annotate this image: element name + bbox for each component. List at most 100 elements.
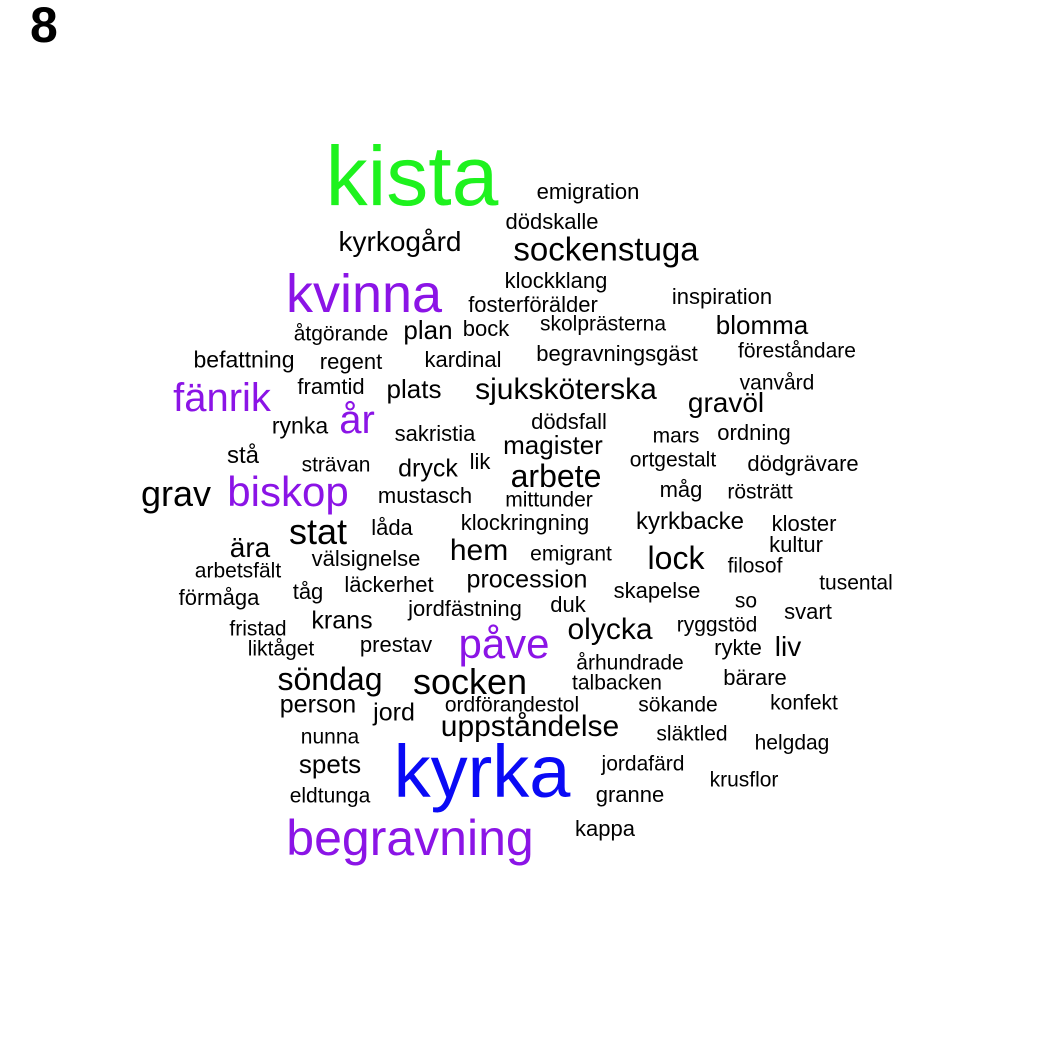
word-arbete: arbete	[510, 458, 602, 494]
word-rykte: rykte	[714, 635, 762, 660]
word-vanvard: vanvård	[739, 371, 815, 395]
word-plan: plan	[403, 315, 453, 345]
word-procession: procession	[466, 565, 588, 594]
word-mittunder: mittunder	[505, 488, 593, 512]
word-sta: stå	[226, 442, 260, 469]
word-liktaget: liktåget	[247, 637, 315, 661]
word-sokande: sökande	[638, 693, 718, 717]
word-ortgestalt: ortgestalt	[629, 448, 717, 472]
word-emigration: emigration	[536, 179, 640, 204]
word-lik: lik	[469, 449, 491, 474]
word-lock: lock	[647, 540, 705, 576]
word-helgdag: helgdag	[754, 731, 830, 755]
word-dryck: dryck	[398, 454, 458, 483]
word-jord: jord	[373, 698, 415, 727]
word-so: so	[734, 589, 758, 613]
word-jordafard: jordafärd	[601, 752, 685, 776]
word-kista: kista	[325, 129, 499, 223]
word-rynka: rynka	[271, 412, 329, 439]
word-spets: spets	[298, 749, 362, 779]
word-kyrka: kyrka	[393, 730, 571, 813]
word-olycka: olycka	[567, 613, 653, 646]
word-svart: svart	[784, 599, 832, 624]
word-kultur: kultur	[769, 532, 823, 557]
word-talbacken: talbacken	[572, 671, 662, 695]
word-fristad: fristad	[229, 617, 287, 641]
word-kyrkogard: kyrkogård	[338, 226, 462, 257]
word-biskop: biskop	[227, 468, 349, 515]
word-befattning: befattning	[193, 346, 295, 373]
word-barare: bärare	[723, 665, 787, 690]
word-fanrik: fänrik	[173, 376, 271, 420]
word-tag: tåg	[292, 579, 324, 604]
word-skolprasterna: skolprästerna	[539, 312, 667, 336]
word-mag: måg	[659, 477, 703, 502]
word-magister: magister	[503, 430, 603, 460]
word-rostratt: rösträtt	[727, 480, 793, 504]
word-hem: hem	[449, 534, 509, 567]
word-bock: bock	[462, 316, 510, 341]
word-ryggstod: ryggstöd	[676, 613, 758, 637]
word-mustasch: mustasch	[377, 483, 473, 508]
word-uppstandelse: uppståndelse	[440, 710, 620, 743]
word-liv: liv	[774, 631, 802, 662]
word-duk: duk	[550, 592, 586, 617]
word-nunna: nunna	[300, 725, 360, 749]
word-klockklang: klockklang	[504, 268, 608, 293]
word-regent: regent	[319, 349, 383, 374]
word-filosof: filosof	[727, 554, 783, 578]
word-krusflor: krusflor	[709, 768, 779, 792]
word-arhundrade: århundrade	[576, 651, 684, 675]
word-valsignelse: välsignelse	[311, 546, 421, 571]
word-socken: socken	[412, 661, 528, 702]
word-ar: år	[339, 398, 375, 442]
word-pave: påve	[458, 620, 550, 667]
word-arbetsfalt: arbetsfält	[194, 559, 282, 583]
word-kloster: kloster	[771, 511, 837, 536]
word-stat: stat	[288, 511, 348, 552]
word-person: person	[279, 690, 357, 719]
word-stravan: strävan	[301, 453, 371, 477]
word-framtid: framtid	[297, 374, 365, 399]
word-kyrkbacke: kyrkbacke	[635, 508, 745, 535]
word-formaga: förmåga	[178, 585, 260, 610]
word-gravol: gravöl	[687, 387, 765, 418]
word-kvinna: kvinna	[285, 264, 443, 324]
word-klockringning: klockringning	[460, 510, 590, 535]
word-granne: granne	[595, 782, 665, 807]
word-mars: mars	[652, 424, 700, 448]
word-emigrant: emigrant	[530, 542, 612, 566]
word-dodgravare: dödgrävare	[747, 451, 859, 476]
panel-label: 8	[30, 0, 58, 53]
word-lada: låda	[371, 515, 413, 540]
word-prestav: prestav	[359, 632, 433, 657]
word-sjukskoterska: sjuksköterska	[475, 373, 657, 406]
word-lackerhet: läckerhet	[344, 572, 434, 597]
word-sakristia: sakristia	[394, 421, 476, 446]
word-begravning: begravning	[286, 810, 534, 866]
word-slaktled: släktled	[656, 722, 728, 746]
word-jordfastning: jordfästning	[408, 596, 522, 621]
word-forestandare: föreståndare	[738, 339, 856, 363]
word-inspiration: inspiration	[671, 284, 773, 309]
word-kardinal: kardinal	[424, 347, 502, 372]
word-tusental: tusental	[819, 571, 893, 595]
word-krans: krans	[311, 606, 373, 635]
word-ara: ära	[229, 532, 271, 563]
word-sondag: söndag	[277, 661, 383, 697]
word-dodsfall: dödsfall	[531, 409, 607, 434]
word-konfekt: konfekt	[770, 691, 838, 715]
word-kappa: kappa	[575, 816, 635, 841]
word-blomma: blomma	[715, 310, 809, 340]
word-eldtunga: eldtunga	[289, 784, 371, 808]
word-dodskalle: dödskalle	[505, 209, 599, 234]
word-begravningsgast: begravningsgäst	[536, 341, 698, 366]
word-ordforandestol: ordförandestol	[444, 693, 580, 717]
word-plats: plats	[386, 374, 442, 404]
word-ordning: ordning	[717, 420, 791, 445]
word-fosterforalder: fosterförälder	[468, 292, 598, 317]
word-skapelse: skapelse	[613, 578, 701, 603]
word-sockenstuga: sockenstuga	[513, 230, 699, 268]
word-atgorande: åtgörande	[293, 322, 389, 346]
